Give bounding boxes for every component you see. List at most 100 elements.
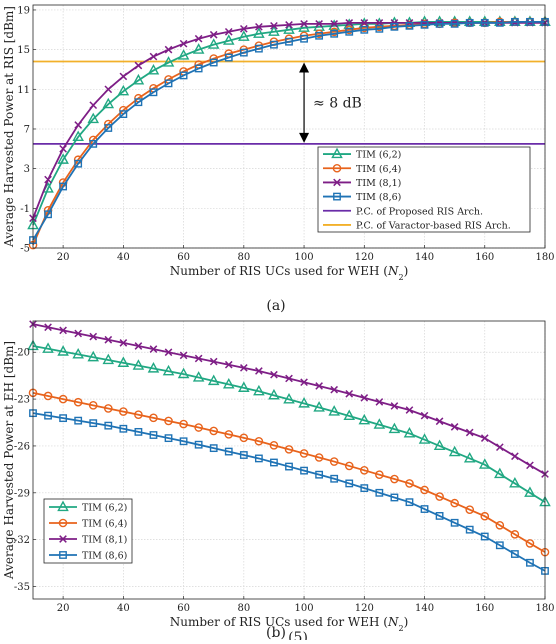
- data-point: [405, 21, 414, 30]
- data-point: [134, 410, 143, 420]
- data-point: [480, 511, 490, 521]
- data-point: [329, 457, 339, 466]
- data-point: [207, 374, 220, 386]
- data-point: [360, 19, 369, 27]
- data-point: [360, 25, 369, 34]
- data-point: [239, 24, 248, 33]
- data-point: [315, 470, 324, 479]
- legend-item-3: TIM (8,6): [49, 551, 127, 562]
- series-line-0: [32, 345, 546, 503]
- data-point: [222, 377, 235, 389]
- data-point: [119, 407, 128, 416]
- x-tick-label: 40: [117, 252, 130, 263]
- y-tick-label: 7: [24, 124, 30, 135]
- data-point: [194, 440, 203, 449]
- data-point: [44, 411, 52, 420]
- x-axis-label-close: ): [404, 264, 409, 278]
- data-point: [314, 453, 324, 462]
- legend-label: TIM (8,6): [356, 192, 401, 203]
- data-point: [44, 323, 52, 332]
- data-point: [435, 512, 444, 520]
- data-point: [102, 353, 115, 365]
- data-point: [194, 354, 203, 363]
- legend-marker: [332, 163, 342, 173]
- data-point: [162, 56, 175, 67]
- caption-b: (b): [266, 625, 286, 640]
- data-point: [224, 27, 233, 36]
- data-point: [268, 388, 280, 400]
- x-tick-label: 140: [415, 252, 434, 263]
- legend-item-5: P.C. of Varactor-based RIS Arch.: [323, 220, 511, 231]
- annotation-arrow: [299, 62, 310, 143]
- x-tick-label: 80: [237, 603, 250, 614]
- data-point: [89, 419, 98, 428]
- y-tick-label: -20: [14, 348, 30, 359]
- legend-label: TIM (8,6): [82, 551, 127, 562]
- data-point: [59, 326, 67, 335]
- data-point: [433, 439, 446, 451]
- data-point: [238, 30, 250, 41]
- data-point: [134, 98, 143, 107]
- x-tick-label: 60: [177, 603, 190, 614]
- data-point: [375, 24, 384, 33]
- legend-label: TIM (6,4): [82, 519, 127, 530]
- data-point: [283, 23, 295, 34]
- data-point: [313, 401, 325, 412]
- legend-marker: [59, 535, 67, 543]
- data-point: [254, 44, 263, 53]
- legend-marker: [57, 500, 69, 512]
- y-tick-label: 11: [17, 85, 30, 96]
- data-point: [103, 404, 113, 413]
- x-axis-label-var: N: [387, 264, 399, 278]
- x-tick-label: 40: [117, 603, 130, 614]
- data-point: [315, 31, 324, 40]
- legend: TIM (6,2) TIM (6,4) TIM (8,1) TIM (8,6): [43, 498, 133, 564]
- data-point: [207, 38, 220, 49]
- data-point: [104, 124, 113, 132]
- data-point: [164, 434, 173, 443]
- data-point: [239, 451, 248, 459]
- data-point: [420, 411, 429, 420]
- data-point: [495, 541, 504, 550]
- data-point: [102, 97, 115, 109]
- x-tick-label: 20: [57, 603, 70, 614]
- x-tick-label: 140: [415, 603, 434, 614]
- x-tick-label: 60: [177, 252, 190, 263]
- x-tick-label: 100: [295, 252, 314, 263]
- data-point: [164, 45, 173, 54]
- legend-item-0: TIM (6,2): [323, 147, 401, 161]
- data-point: [149, 413, 158, 423]
- data-point: [330, 474, 339, 483]
- data-point: [480, 18, 489, 27]
- data-point: [405, 498, 414, 507]
- legend-item-4: P.C. of Proposed RIS Arch.: [323, 206, 483, 217]
- data-point: [87, 112, 100, 124]
- legend-item-2: TIM (8,1): [49, 535, 127, 546]
- data-point: [74, 121, 83, 129]
- data-point: [330, 385, 339, 394]
- y-tick-label: -5: [20, 244, 30, 255]
- data-point: [360, 484, 369, 493]
- data-point: [59, 182, 68, 191]
- data-point: [209, 30, 218, 39]
- data-point: [72, 130, 84, 142]
- data-point: [495, 18, 504, 27]
- data-point: [74, 416, 83, 425]
- data-point: [134, 342, 143, 350]
- data-point: [315, 20, 323, 28]
- data-point: [450, 19, 459, 28]
- data-point: [117, 356, 130, 367]
- data-point: [463, 451, 476, 463]
- data-point: [209, 444, 218, 453]
- data-point: [209, 426, 219, 436]
- data-point: [57, 153, 69, 164]
- data-point: [222, 34, 235, 45]
- data-point: [149, 345, 158, 353]
- series-line-1: [32, 391, 546, 553]
- data-point: [495, 520, 505, 530]
- data-point: [254, 454, 263, 463]
- chart-b: 20 40 60 80 100 120 140 160 180 -35 -32 -29 -26 -23 -2…: [2, 320, 555, 633]
- y-tick-label: -29: [14, 488, 30, 499]
- data-point: [194, 423, 203, 432]
